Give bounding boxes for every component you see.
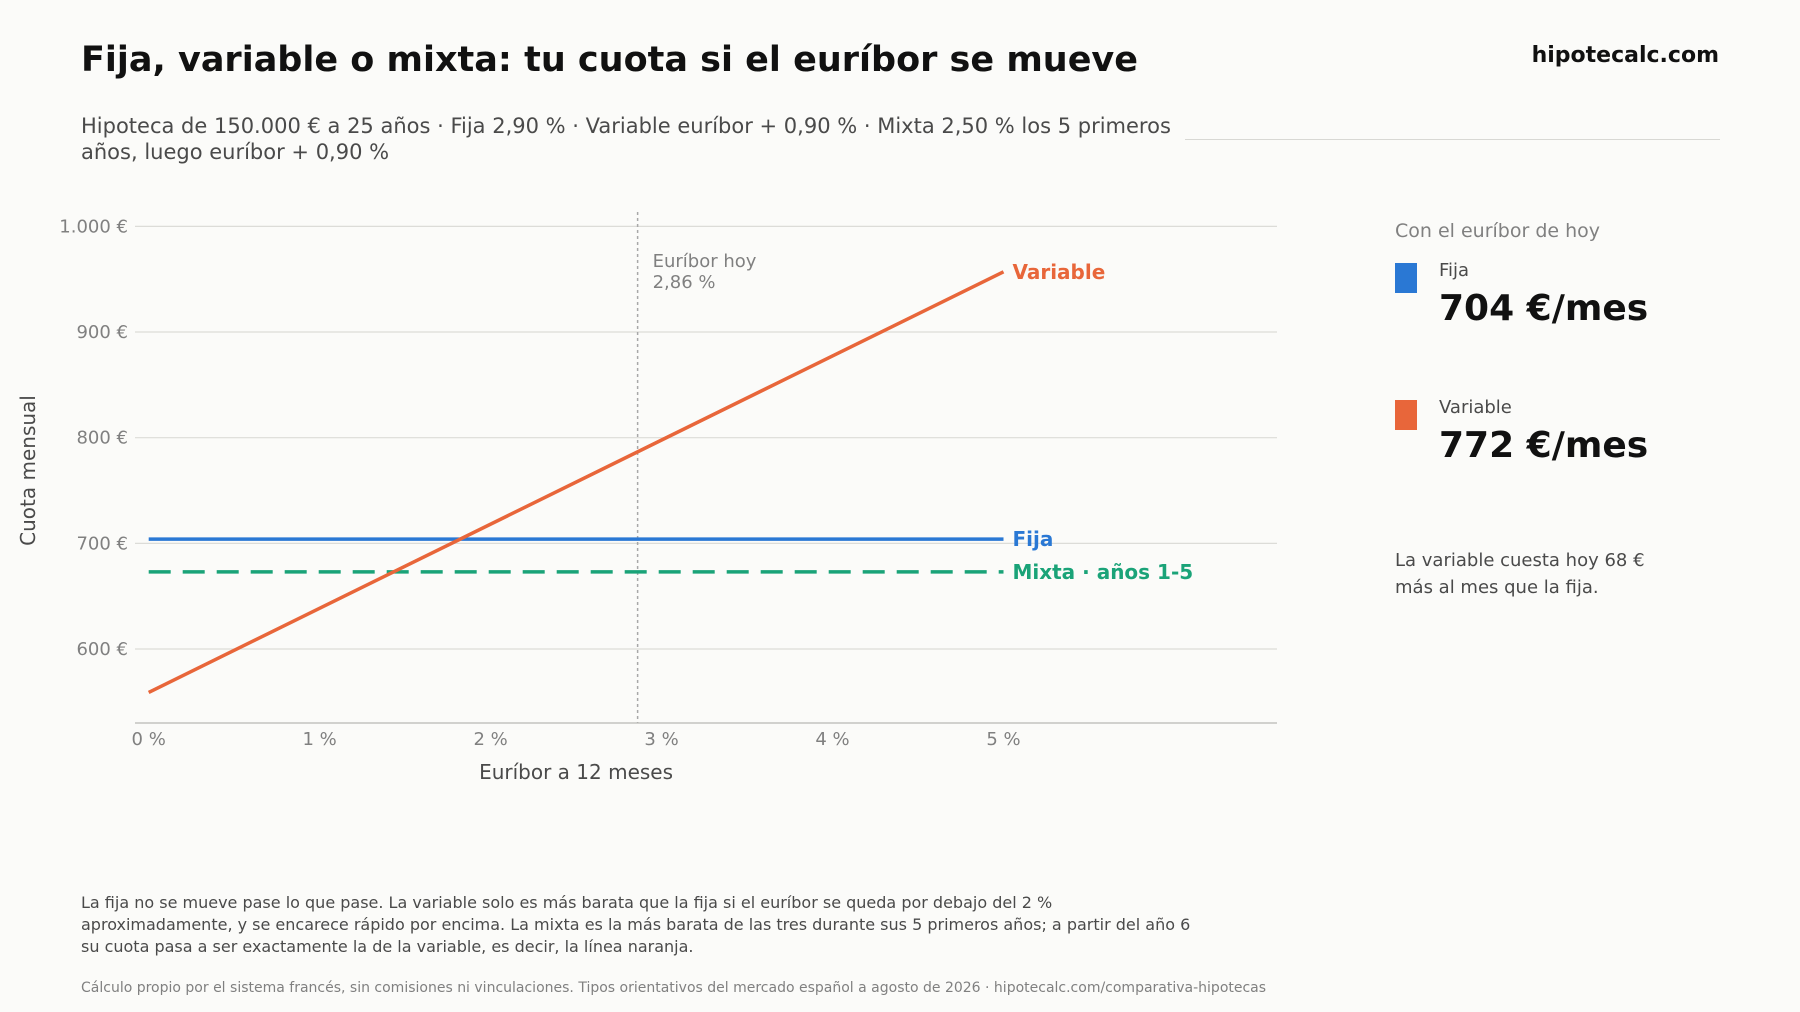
y-tick-label: 800 € [76, 428, 128, 449]
x-tick-label: 0 % [132, 729, 166, 750]
sidebar-panel: Con el euríbor de hoy Fija 704 €/mes Var… [1395, 220, 1725, 524]
kpi-variable: Variable 772 €/mes [1395, 387, 1725, 524]
kpi-fija-value: 704 €/mes [1439, 288, 1649, 329]
y-tick-label: 700 € [76, 533, 128, 554]
kpi-variable-value: 772 €/mes [1439, 425, 1649, 466]
chart-subtitle: Hipoteca de 150.000 € a 25 años · Fija 2… [81, 114, 1171, 164]
series-label-variable: Variable [1012, 260, 1105, 284]
kpi-fija: Fija 704 €/mes [1395, 250, 1725, 387]
x-tick-label: 2 % [473, 729, 507, 750]
series-labels: Mixta · años 1-5 Fija Variable [1012, 260, 1193, 584]
x-axis-title: Euríbor a 12 meses [479, 760, 673, 784]
y-tick-label: 1.000 € [59, 216, 128, 237]
grid-lines [135, 225, 1277, 650]
series-label-mixta: Mixta · años 1-5 [1012, 560, 1193, 584]
kpi-variable-label: Variable [1439, 397, 1512, 418]
series-label-fija: Fija [1012, 527, 1053, 551]
axes: 600 € 700 € 800 € 900 € 1.000 € 0 % 1 % 2 % 3 % 4… [16, 216, 1277, 784]
euribor-hoy-value: 2,86 % [653, 272, 716, 293]
fija-swatch [1395, 263, 1417, 293]
x-tick-label: 5 % [986, 729, 1020, 750]
y-tick-label: 600 € [76, 639, 128, 660]
euribor-hoy-label: Euríbor hoy [653, 251, 757, 272]
x-tick-label: 3 % [644, 729, 678, 750]
sidebar-heading: Con el euríbor de hoy [1395, 220, 1601, 242]
footer-explanation: La fija no se mueve pase lo que pase. La… [81, 893, 1191, 956]
variable-swatch [1395, 400, 1417, 430]
header-divider [1185, 139, 1720, 140]
x-tick-label: 4 % [815, 729, 849, 750]
chart-title: Fija, variable o mixta: tu cuota si el e… [81, 40, 1138, 80]
source-note: Cálculo propio por el sistema francés, s… [81, 980, 1267, 996]
y-tick-label: 900 € [76, 322, 128, 343]
series-lines [147, 270, 1005, 694]
sidebar-note: La variable cuesta hoy 68 € más al mes q… [1395, 550, 1645, 598]
x-tick-label: 1 % [302, 729, 336, 750]
kpi-fija-label: Fija [1439, 260, 1470, 281]
brand-name[interactable]: hipotecalc.com [1531, 43, 1719, 68]
y-axis-title: Cuota mensual [16, 395, 40, 546]
series-line-variable [147, 270, 1005, 694]
